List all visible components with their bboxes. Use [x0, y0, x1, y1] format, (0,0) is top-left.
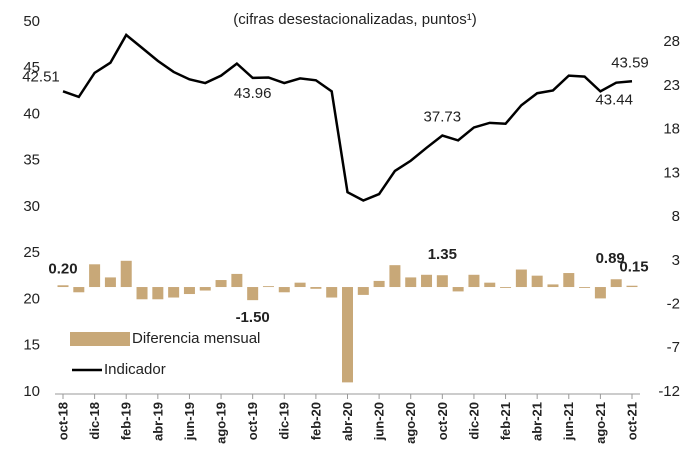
y-tick-label: 30 — [23, 198, 40, 215]
y-tick-label: 15 — [23, 337, 40, 354]
bar — [231, 273, 243, 288]
bar — [468, 274, 480, 288]
bar — [547, 284, 559, 288]
x-tick-label: oct-20 — [435, 402, 450, 440]
bar — [89, 264, 101, 288]
bar — [183, 287, 195, 295]
bar — [326, 287, 338, 298]
x-tick-label: abr-20 — [340, 402, 355, 441]
bar — [262, 286, 274, 288]
x-tick-label: jun-21 — [561, 402, 576, 441]
bar — [120, 260, 132, 288]
legend-label: Diferencia mensual — [132, 330, 260, 347]
bar — [373, 280, 385, 288]
value-label: 43.44 — [595, 92, 633, 109]
value-label: 43.96 — [234, 85, 272, 102]
y-tick-label: 45 — [23, 59, 40, 76]
bar — [579, 287, 591, 288]
bar — [531, 275, 543, 288]
y-tick-label: 35 — [23, 152, 40, 169]
bar — [436, 275, 448, 288]
x-tick-label: ago-20 — [403, 402, 418, 444]
x-tick-label: feb-20 — [308, 402, 323, 440]
bar — [594, 287, 606, 299]
bar — [104, 277, 116, 288]
y-tick-label: 20 — [23, 290, 40, 307]
x-tick-label: dic-20 — [466, 402, 481, 440]
y-tick-label: 10 — [23, 383, 40, 400]
chart-subtitle: (cifras desestacionalizadas, puntos¹) — [233, 11, 476, 28]
bar — [626, 285, 638, 288]
bar — [199, 287, 211, 291]
y-tick-label: 40 — [23, 105, 40, 122]
x-tick-label: abr-21 — [530, 402, 545, 441]
bar — [73, 287, 85, 293]
value-label: 0.15 — [619, 259, 648, 276]
value-label: 0.20 — [48, 260, 77, 277]
x-tick-label: feb-19 — [119, 402, 134, 440]
bar — [389, 265, 401, 288]
y2-tick-label: 18 — [663, 121, 680, 138]
bar — [294, 282, 306, 288]
bar — [452, 287, 464, 292]
y2-tick-label: -7 — [667, 339, 680, 356]
bar — [247, 287, 259, 301]
x-tick-label: jun-19 — [182, 402, 197, 441]
bar — [215, 280, 227, 288]
x-tick-label: ago-19 — [213, 402, 228, 444]
x-tick-label: jun-20 — [372, 402, 387, 441]
x-tick-label: abr-19 — [150, 402, 165, 441]
bar — [342, 287, 353, 383]
x-tick-label: feb-21 — [498, 402, 513, 440]
value-label: 1.35 — [428, 246, 457, 263]
x-tick-label: ago-21 — [593, 402, 608, 444]
bar — [152, 287, 164, 300]
y-tick-label: 50 — [23, 13, 40, 30]
bar — [563, 273, 575, 288]
y-tick-label: 25 — [23, 244, 40, 261]
bar — [136, 287, 148, 300]
bar — [500, 287, 512, 288]
legend-label: Indicador — [104, 361, 166, 378]
value-label: 0.89 — [596, 250, 625, 267]
value-label: 37.73 — [424, 108, 462, 125]
legend-swatch — [70, 332, 130, 346]
bar — [278, 287, 290, 293]
x-tick-label: dic-18 — [87, 402, 102, 440]
y2-tick-label: 28 — [663, 33, 680, 50]
bar — [515, 269, 527, 288]
value-label: -1.50 — [236, 309, 270, 326]
value-label: 43.59 — [611, 54, 649, 71]
bar — [610, 279, 622, 288]
bar — [310, 287, 322, 289]
y2-tick-label: -12 — [658, 383, 680, 400]
bar — [484, 282, 496, 288]
y2-tick-label: -2 — [667, 295, 680, 312]
x-tick-label: dic-19 — [277, 402, 292, 440]
value-label: 42.51 — [22, 68, 60, 85]
bar — [421, 274, 433, 288]
x-tick-label: oct-21 — [624, 402, 639, 440]
line — [62, 33, 633, 202]
bar — [168, 287, 180, 298]
x-tick-label: oct-19 — [245, 402, 260, 440]
bar — [357, 287, 369, 295]
y2-tick-label: 8 — [672, 208, 680, 225]
y2-tick-label: 23 — [663, 77, 680, 94]
x-tick-label: oct-18 — [55, 402, 70, 440]
bar — [405, 277, 417, 288]
y2-tick-label: 13 — [663, 164, 680, 181]
bar — [57, 285, 69, 288]
y2-tick-label: 3 — [672, 252, 680, 269]
